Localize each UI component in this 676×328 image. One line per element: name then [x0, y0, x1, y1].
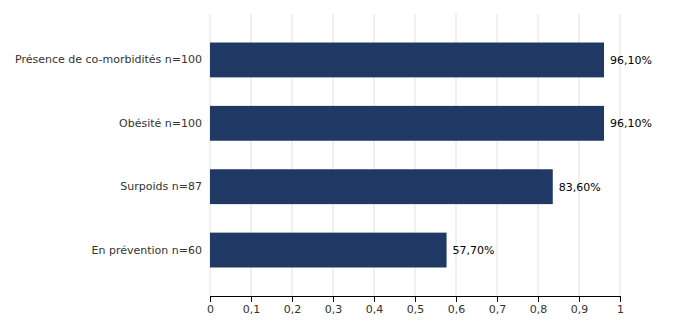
chart: 0 0,1 0,2 0,3 0,4 0,5 0,6 0,7 0,8 0,9 1 En préventi… [0, 0, 676, 328]
x-tick: 0 [207, 296, 214, 316]
data-label: 96,10% [610, 117, 652, 130]
data-label: 83,60% [559, 181, 601, 194]
data-label: 57,70% [453, 244, 495, 257]
x-tick-label: 0,1 [243, 303, 261, 316]
x-tick-mark [251, 296, 252, 302]
x-tick-label: 0,2 [284, 303, 302, 316]
data-labels: 57,70% 83,60% 96,10% 96,10% [453, 54, 652, 257]
x-tick: 1 [617, 296, 624, 316]
x-axis: 0 0,1 0,2 0,3 0,4 0,5 0,6 0,7 0,8 0,9 1 [207, 296, 624, 316]
x-tick-label: 0,9 [571, 303, 589, 316]
x-tick-label: 0,3 [325, 303, 343, 316]
x-tick-mark [292, 296, 293, 302]
bar [210, 43, 604, 78]
x-tick-mark [497, 296, 498, 302]
x-tick: 0,3 [325, 296, 343, 316]
x-tick: 0,6 [448, 296, 466, 316]
x-axis-line [211, 297, 621, 303]
bars [210, 43, 604, 268]
x-tick-mark [374, 296, 375, 302]
bar [210, 169, 553, 204]
y-tick-label: Surpoids n=87 [120, 180, 202, 193]
bar [210, 233, 447, 268]
x-tick-mark [538, 296, 539, 302]
x-tick: 0,9 [571, 296, 589, 316]
x-tick-label: 0,5 [407, 303, 425, 316]
y-tick: Surpoids n=87 [120, 180, 210, 193]
x-tick-mark [415, 296, 416, 302]
bar [210, 106, 604, 141]
data-label: 96,10% [610, 54, 652, 67]
x-tick: 0,7 [489, 296, 507, 316]
x-tick-label: 1 [617, 303, 624, 316]
x-tick-mark [579, 296, 580, 302]
x-tick-label: 0,4 [366, 303, 384, 316]
y-tick-label: Présence de co-morbidités n=100 [15, 53, 202, 66]
y-tick: Présence de co-morbidités n=100 [15, 53, 210, 66]
plot: 0 0,1 0,2 0,3 0,4 0,5 0,6 0,7 0,8 0,9 1 En préventi… [15, 14, 652, 316]
x-tick-label: 0,8 [530, 303, 548, 316]
x-tick: 0,1 [243, 296, 261, 316]
y-tick: Obésité n=100 [119, 117, 210, 130]
x-tick: 0,4 [366, 296, 384, 316]
x-tick-mark [620, 296, 621, 302]
y-axis: En prévention n=60 Surpoids n=87 Obésité n… [15, 53, 210, 256]
x-tick-label: 0,6 [448, 303, 466, 316]
x-tick-mark [210, 296, 211, 302]
x-tick-mark [333, 296, 334, 302]
y-tick-label: Obésité n=100 [119, 117, 202, 130]
x-tick: 0,2 [284, 296, 302, 316]
grid [210, 14, 620, 296]
x-tick-label: 0 [207, 303, 214, 316]
x-tick-label: 0,7 [489, 303, 507, 316]
x-tick: 0,5 [407, 296, 425, 316]
x-tick: 0,8 [530, 296, 548, 316]
y-tick: En prévention n=60 [92, 244, 210, 257]
x-tick-mark [456, 296, 457, 302]
y-tick-label: En prévention n=60 [92, 244, 202, 257]
